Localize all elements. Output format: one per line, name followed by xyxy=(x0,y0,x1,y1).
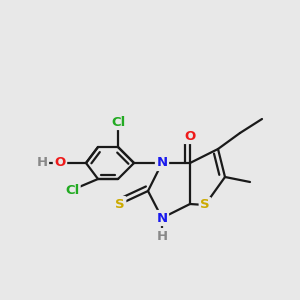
Text: H: H xyxy=(36,157,48,169)
Text: S: S xyxy=(115,197,125,211)
Text: O: O xyxy=(54,157,66,169)
Text: Cl: Cl xyxy=(111,116,125,128)
Text: N: N xyxy=(156,212,168,224)
Text: S: S xyxy=(200,199,210,212)
Text: H: H xyxy=(156,230,168,242)
Text: N: N xyxy=(156,157,168,169)
Text: O: O xyxy=(184,130,196,142)
Text: Cl: Cl xyxy=(65,184,79,196)
